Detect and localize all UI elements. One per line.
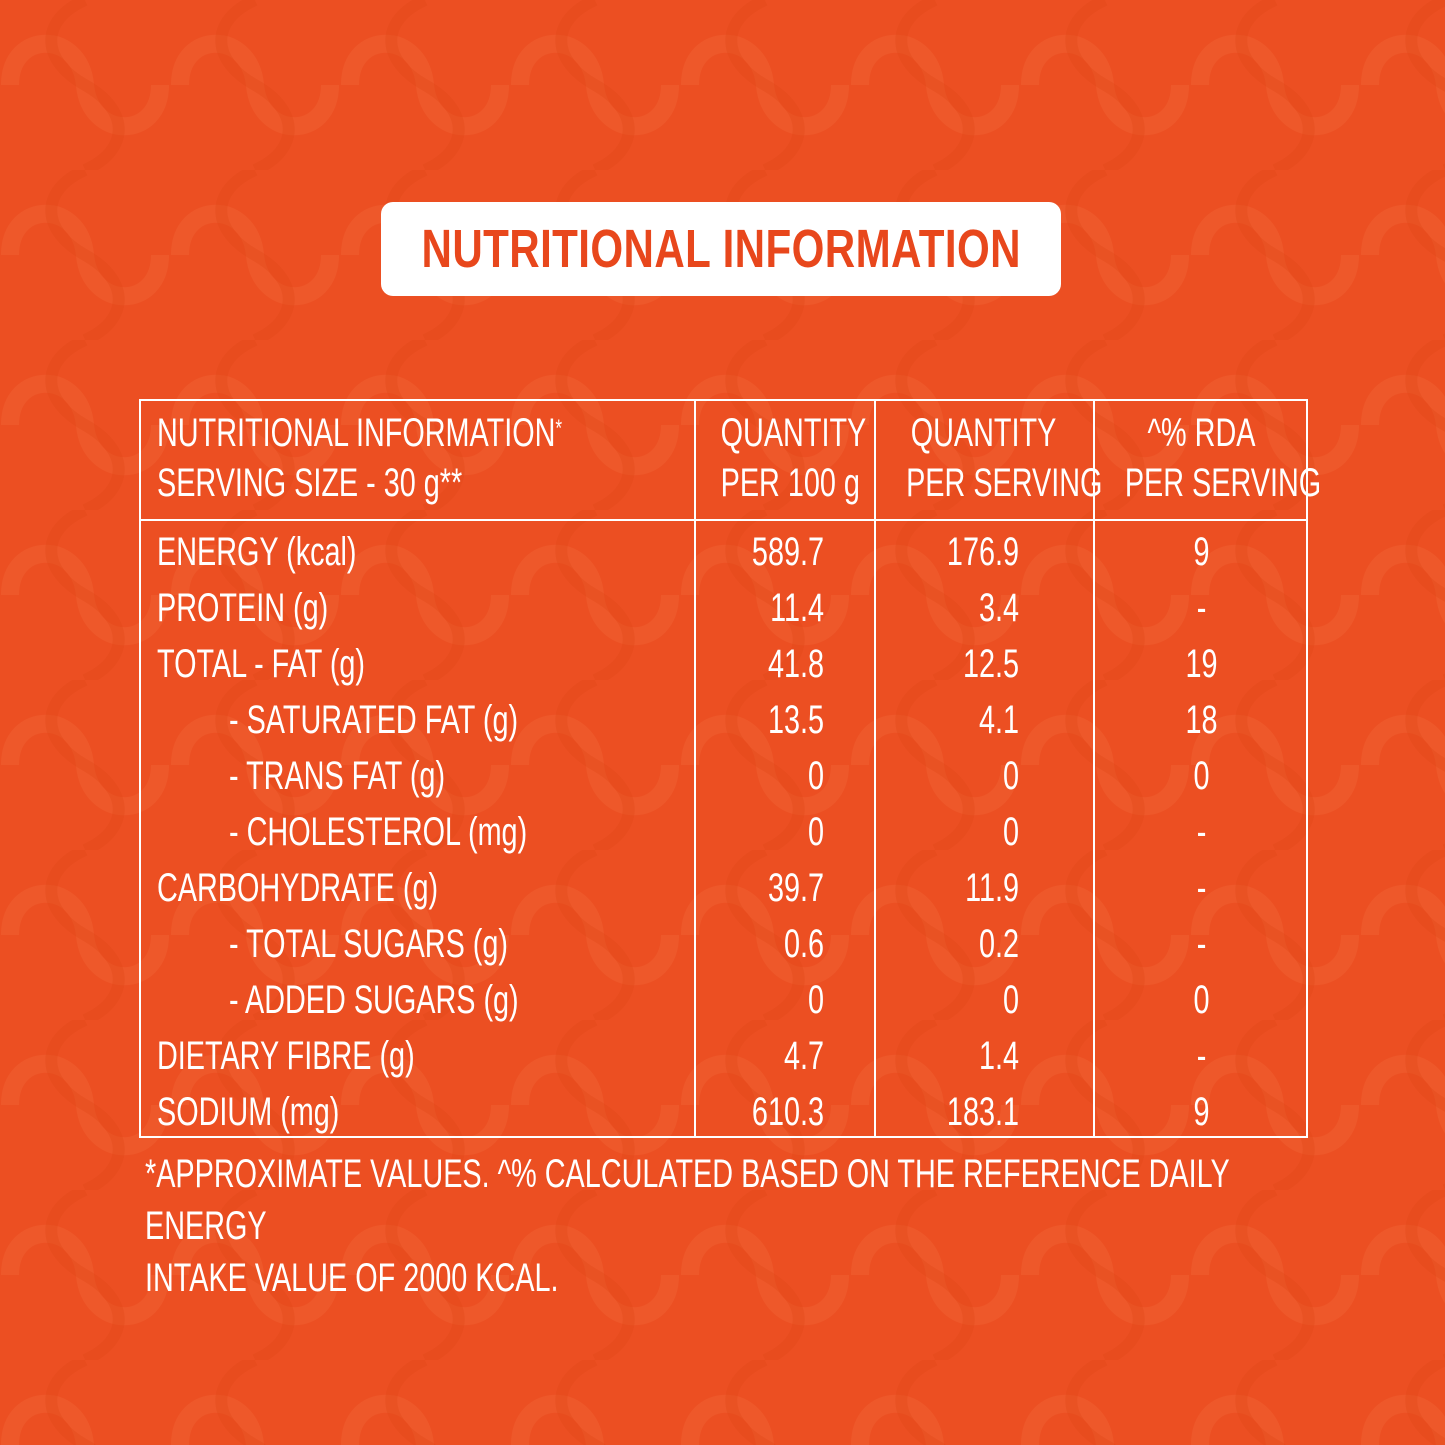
row-rda: - bbox=[1196, 922, 1207, 966]
footnote-line-1: *APPROXIMATE VALUES. ^% CALCULATED BASED… bbox=[145, 1152, 1230, 1248]
row-rda: - bbox=[1196, 866, 1207, 910]
row-rda: 0 bbox=[1193, 978, 1210, 1022]
page-title: NUTRITIONAL INFORMATION bbox=[421, 219, 1021, 279]
row-rda: 9 bbox=[1193, 1090, 1210, 1134]
row-per-100g: 39.7 bbox=[767, 866, 824, 910]
column-divider-3 bbox=[1093, 401, 1095, 1136]
row-per-100g: 11.4 bbox=[770, 586, 824, 630]
row-rda: - bbox=[1196, 586, 1207, 630]
row-label: - ADDED SUGARS (g) bbox=[229, 978, 519, 1022]
row-label: TOTAL - FAT (g) bbox=[157, 642, 366, 686]
row-label: CARBOHYDRATE (g) bbox=[157, 866, 439, 910]
footnote-line-2: INTAKE VALUE OF 2000 KCAL. bbox=[145, 1256, 559, 1300]
row-per-serving: 4.1 bbox=[978, 698, 1019, 742]
row-label: PROTEIN (g) bbox=[157, 586, 329, 630]
row-rda: 19 bbox=[1185, 642, 1218, 686]
row-per-100g: 589.7 bbox=[751, 530, 824, 574]
header-nutrition-label-text: NUTRITIONAL INFORMATION bbox=[157, 411, 556, 455]
header-qty-serving-line2: PER SERVING bbox=[906, 461, 1103, 505]
row-label: DIETARY FIBRE (g) bbox=[157, 1034, 415, 1078]
row-label: - TOTAL SUGARS (g) bbox=[229, 922, 508, 966]
header-asterisk: * bbox=[555, 415, 563, 442]
row-label: SODIUM (mg) bbox=[157, 1090, 340, 1134]
row-per-serving: 0 bbox=[1002, 754, 1019, 798]
row-per-serving: 11.9 bbox=[965, 866, 1019, 910]
footnote: *APPROXIMATE VALUES. ^% CALCULATED BASED… bbox=[145, 1148, 1268, 1304]
row-label: - CHOLESTEROL (mg) bbox=[229, 810, 528, 854]
row-per-100g: 0 bbox=[807, 978, 824, 1022]
row-label: - TRANS FAT (g) bbox=[229, 754, 446, 798]
header-qty-100g-line2: PER 100 g bbox=[720, 461, 860, 505]
row-per-serving: 0 bbox=[1002, 810, 1019, 854]
row-per-100g: 0.6 bbox=[783, 922, 824, 966]
row-rda: - bbox=[1196, 1034, 1207, 1078]
header-divider bbox=[141, 519, 1306, 521]
row-per-100g: 41.8 bbox=[767, 642, 824, 686]
row-rda: 18 bbox=[1185, 698, 1218, 742]
row-per-serving: 0 bbox=[1002, 978, 1019, 1022]
header-rda-line1: ^% RDA bbox=[1147, 411, 1256, 455]
title-banner: NUTRITIONAL INFORMATION bbox=[381, 202, 1061, 296]
header-rda-line2: PER SERVING bbox=[1124, 461, 1322, 505]
row-per-serving: 0.2 bbox=[978, 922, 1019, 966]
row-per-serving: 12.5 bbox=[962, 642, 1019, 686]
row-per-serving: 183.1 bbox=[946, 1090, 1019, 1134]
row-label: - SATURATED FAT (g) bbox=[229, 698, 519, 742]
row-label: ENERGY (kcal) bbox=[157, 530, 357, 574]
nutrition-table: NUTRITIONAL INFORMATION* SERVING SIZE - … bbox=[139, 399, 1322, 1138]
row-rda: - bbox=[1196, 810, 1207, 854]
row-per-100g: 4.7 bbox=[783, 1034, 824, 1078]
row-per-100g: 0 bbox=[807, 810, 824, 854]
row-per-serving: 3.4 bbox=[978, 586, 1019, 630]
header-qty-serving-line1: QUANTITY bbox=[910, 411, 1057, 455]
row-per-100g: 610.3 bbox=[751, 1090, 824, 1134]
row-rda: 9 bbox=[1193, 530, 1210, 574]
header-nutrition-label: NUTRITIONAL INFORMATION* bbox=[157, 408, 562, 458]
header-qty-100g-line1: QUANTITY bbox=[720, 411, 867, 455]
row-per-100g: 0 bbox=[807, 754, 824, 798]
row-per-serving: 176.9 bbox=[946, 530, 1019, 574]
row-per-serving: 1.4 bbox=[978, 1034, 1019, 1078]
row-rda: 0 bbox=[1193, 754, 1210, 798]
column-divider-1 bbox=[694, 401, 696, 1136]
header-serving-size: SERVING SIZE - 30 g** bbox=[157, 461, 463, 505]
row-per-100g: 13.5 bbox=[767, 698, 824, 742]
column-divider-2 bbox=[874, 401, 876, 1136]
